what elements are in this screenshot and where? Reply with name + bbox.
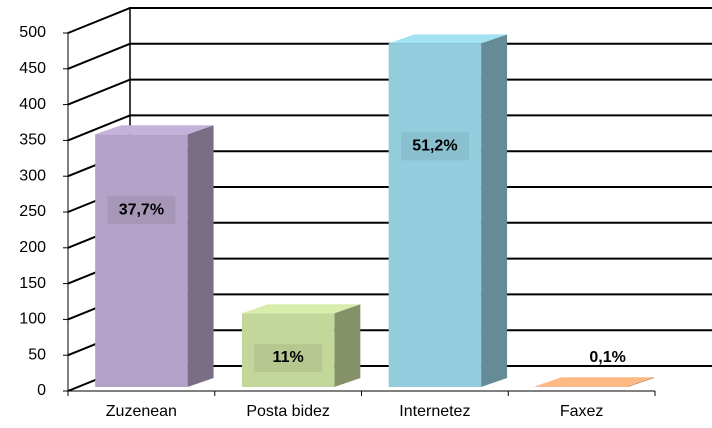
bar-top — [535, 377, 654, 387]
y-tick-label: 50 — [28, 346, 46, 363]
grid-line — [67, 42, 712, 70]
y-tick-label: 250 — [19, 203, 46, 220]
y-tick-label: 0 — [37, 382, 46, 399]
value-label: 37,7% — [119, 201, 164, 218]
bar-front — [95, 134, 188, 387]
bar-side — [481, 34, 508, 387]
value-label-bg — [400, 132, 469, 161]
y-tick-label: 400 — [19, 96, 46, 113]
bar-top — [388, 34, 508, 44]
y-tick-label: 350 — [19, 132, 46, 149]
x-tick-label: Posta bidez — [246, 403, 330, 420]
value-label: 51,2% — [412, 138, 457, 155]
grid-line — [67, 7, 712, 34]
bar-front — [535, 386, 628, 387]
x-tick-label: Internetez — [399, 403, 470, 420]
x-tick-label: Faxez — [560, 403, 604, 420]
y-tick-label: 100 — [19, 311, 46, 328]
x-tick-label: Zuzenean — [106, 403, 177, 420]
value-label: 0,1% — [589, 349, 625, 366]
bar — [535, 377, 654, 387]
bar — [388, 34, 508, 387]
value-label: 11% — [273, 349, 304, 366]
bar-front — [388, 43, 482, 387]
value-label-bg — [254, 344, 323, 372]
grid-line — [67, 114, 712, 142]
value-label-bg — [107, 196, 176, 225]
y-tick-label: 200 — [19, 239, 46, 256]
bar-side — [627, 377, 654, 387]
grid-line — [67, 78, 712, 106]
y-tick-label: 300 — [19, 167, 46, 184]
y-tick-label: 150 — [19, 275, 46, 292]
y-tick-label: 450 — [19, 60, 46, 77]
bar-top — [95, 125, 214, 135]
bar-side — [187, 125, 214, 387]
bar-side — [334, 304, 361, 387]
y-tick-label: 500 — [19, 24, 46, 41]
bar-top — [241, 304, 361, 314]
bar — [95, 125, 214, 387]
